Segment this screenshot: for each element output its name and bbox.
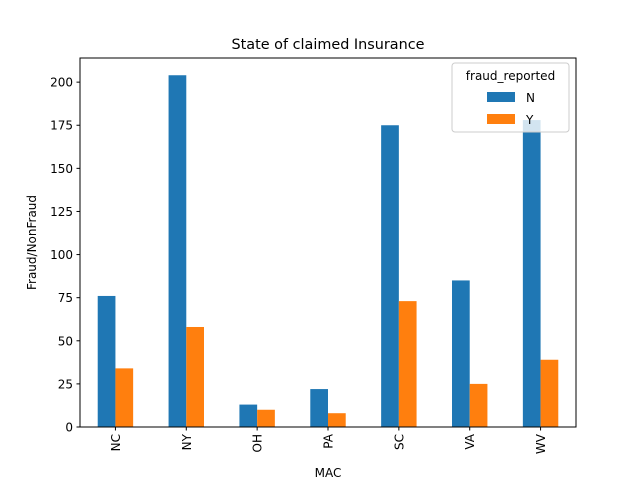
bar-pa-n <box>310 389 328 427</box>
bar-ny-y <box>186 326 204 427</box>
x-axis-label: MAC <box>315 466 342 480</box>
y-tick-label: 25 <box>58 377 73 391</box>
bar-sc-y <box>398 301 417 427</box>
bar-oh-y <box>257 409 275 427</box>
bars-group <box>97 75 559 428</box>
y-tick-label: 200 <box>50 76 73 90</box>
legend-swatch-n <box>487 92 515 102</box>
x-tick-label-oh: OH <box>251 434 265 452</box>
bar-va-n <box>452 280 470 427</box>
x-tick-label-va: VA <box>463 433 477 449</box>
y-tick-label: 175 <box>50 119 73 133</box>
y-axis-label: Fraud/NonFraud <box>25 195 39 290</box>
legend-title: fraud_reported <box>466 69 555 83</box>
plot-frame <box>79 57 577 428</box>
bar-pa-y <box>328 413 346 427</box>
x-tick-label-wv: WV <box>534 433 548 454</box>
x-tick-label-ny: NY <box>180 433 194 450</box>
y-tick-label: 75 <box>58 291 73 305</box>
legend-label-y: Y <box>525 113 534 127</box>
legend: fraud_reported NY <box>451 62 570 133</box>
y-tick-label: 100 <box>50 248 73 262</box>
bar-oh-n <box>239 404 258 427</box>
legend-swatch-y <box>487 114 515 124</box>
x-tick-label-sc: SC <box>392 434 406 450</box>
chart-title: State of claimed Insurance <box>231 37 424 53</box>
bar-nc-y <box>115 368 134 427</box>
x-tick-label-nc: NC <box>109 434 123 451</box>
bar-ny-n <box>168 75 187 428</box>
y-axis: 0 25 50 75 100 125 150 175 200 <box>50 76 80 435</box>
x-axis: NC NY OH PA SC VA WV <box>109 427 548 454</box>
bar-sc-n <box>381 125 399 427</box>
legend-label-n: N <box>526 91 535 105</box>
bar-wv-n <box>522 120 541 427</box>
y-tick-label: 150 <box>50 162 73 176</box>
x-tick-label-pa: PA <box>322 433 336 448</box>
y-tick-label: 0 <box>65 421 73 435</box>
bar-wv-y <box>540 359 559 427</box>
y-tick-label: 125 <box>50 205 73 219</box>
bar-nc-n <box>97 295 116 427</box>
y-tick-label: 50 <box>58 334 73 348</box>
bar-va-y <box>469 383 488 427</box>
